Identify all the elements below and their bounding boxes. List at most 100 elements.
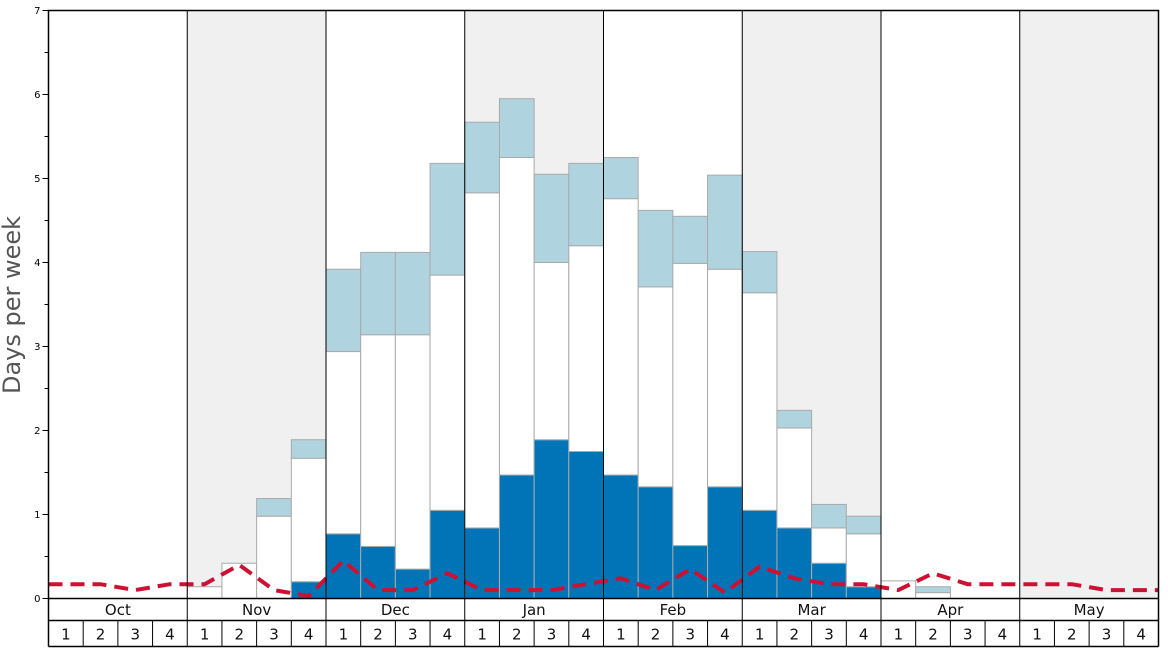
y-tick-label: 7 [34, 6, 40, 17]
bar-bottom [741, 509, 778, 599]
bar-middle [394, 334, 431, 570]
week-label: 1 [61, 626, 71, 644]
bar-top [776, 409, 813, 429]
y-tick-label: 6 [34, 90, 40, 101]
bar-top [533, 173, 570, 263]
week-label: 1 [200, 626, 210, 644]
bar-bottom [568, 451, 604, 599]
y-tick-label: 3 [34, 342, 40, 353]
month-label-nov: Nov [242, 601, 271, 619]
bar-top [394, 251, 431, 336]
bar-middle [186, 586, 223, 599]
bar-middle [637, 286, 674, 488]
bar-top [811, 503, 847, 529]
bar-top [603, 157, 639, 200]
week-label: 2 [790, 626, 800, 644]
week-label: 3 [685, 626, 695, 644]
week-label: 4 [998, 626, 1008, 644]
bar-middle [498, 157, 535, 476]
bar-bottom [394, 568, 431, 599]
bar-top [568, 162, 604, 247]
bar-bottom [672, 545, 709, 600]
bar-middle [360, 334, 396, 547]
week-label: 3 [269, 626, 279, 644]
bar-middle [533, 262, 570, 441]
bar-top [845, 515, 882, 535]
week-label: 3 [824, 626, 834, 644]
y-tick-label: 4 [34, 258, 40, 269]
week-label: 4 [720, 626, 730, 644]
bar-top [672, 215, 709, 264]
week-label: 4 [165, 626, 175, 644]
bar-middle [429, 274, 466, 511]
week-label: 1 [1032, 626, 1042, 644]
month-label-jan: Jan [522, 601, 546, 619]
y-tick-label: 1 [34, 510, 40, 521]
bar-middle [707, 268, 743, 488]
week-label: 1 [894, 626, 904, 644]
bar-middle [672, 262, 709, 547]
bar-top [915, 586, 951, 594]
bar-bottom [533, 439, 570, 599]
month-axis: Oct Nov Dec Jan Feb Mar Apr May [47, 10, 1160, 647]
week-label: 4 [859, 626, 869, 644]
bar-bottom [776, 527, 813, 599]
month-label-apr: Apr [937, 601, 964, 619]
week-label: 2 [373, 626, 383, 644]
bar-middle [603, 198, 639, 476]
month-label-feb: Feb [660, 601, 687, 619]
y-tick-label: 5 [34, 174, 40, 185]
month-label-dec: Dec [381, 601, 410, 619]
bar-top [707, 174, 743, 270]
bar-top [741, 251, 778, 294]
bar-bottom [325, 533, 362, 600]
bar-middle [568, 245, 604, 452]
week-label: 3 [130, 626, 140, 644]
week-label: 4 [443, 626, 453, 644]
bar-top [360, 251, 396, 336]
bar-middle [325, 351, 362, 535]
month-label-oct: Oct [105, 601, 131, 619]
bar-top [325, 268, 362, 353]
week-label: 2 [1067, 626, 1077, 644]
week-label: 2 [928, 626, 938, 644]
week-label: 1 [477, 626, 487, 644]
week-label: 3 [547, 626, 557, 644]
bar-middle [464, 192, 500, 529]
month-label-mar: Mar [797, 601, 826, 619]
bar-middle [776, 427, 813, 529]
bar-bottom [498, 474, 535, 599]
week-label: 1 [755, 626, 765, 644]
week-label: 1 [339, 626, 349, 644]
bar-middle [741, 292, 778, 511]
week-axis: 1 2 3 4 1 2 3 4 1 2 3 4 1 2 3 4 1 2 3 4 1 2 3 4 1 2 3 4 1 2 3 4 [48, 620, 1159, 648]
bar-bottom [464, 527, 500, 599]
y-axis: 0 1 2 3 4 5 6 7 [34, 6, 49, 605]
y-tick-label: 0 [34, 594, 40, 605]
bar-bottom [429, 509, 466, 599]
week-label: 3 [1102, 626, 1112, 644]
bar-middle [811, 527, 847, 564]
bar-top [464, 121, 500, 194]
bar-middle [221, 562, 258, 599]
week-label: 4 [1136, 626, 1146, 644]
week-label: 1 [616, 626, 626, 644]
month-label-may: May [1074, 601, 1105, 619]
week-label: 4 [304, 626, 314, 644]
bar-top [290, 439, 327, 459]
week-label: 2 [651, 626, 661, 644]
week-label: 2 [512, 626, 522, 644]
y-axis-label: Days per week [0, 216, 26, 394]
week-label: 3 [963, 626, 973, 644]
bar-middle [290, 457, 327, 583]
week-label: 2 [96, 626, 106, 644]
bar-middle [256, 515, 292, 599]
bar-top [256, 498, 292, 517]
bar-top [429, 162, 466, 276]
week-label: 2 [235, 626, 245, 644]
bars [186, 98, 951, 600]
bar-top [637, 209, 674, 288]
week-label: 3 [408, 626, 418, 644]
bar-middle [915, 592, 951, 599]
